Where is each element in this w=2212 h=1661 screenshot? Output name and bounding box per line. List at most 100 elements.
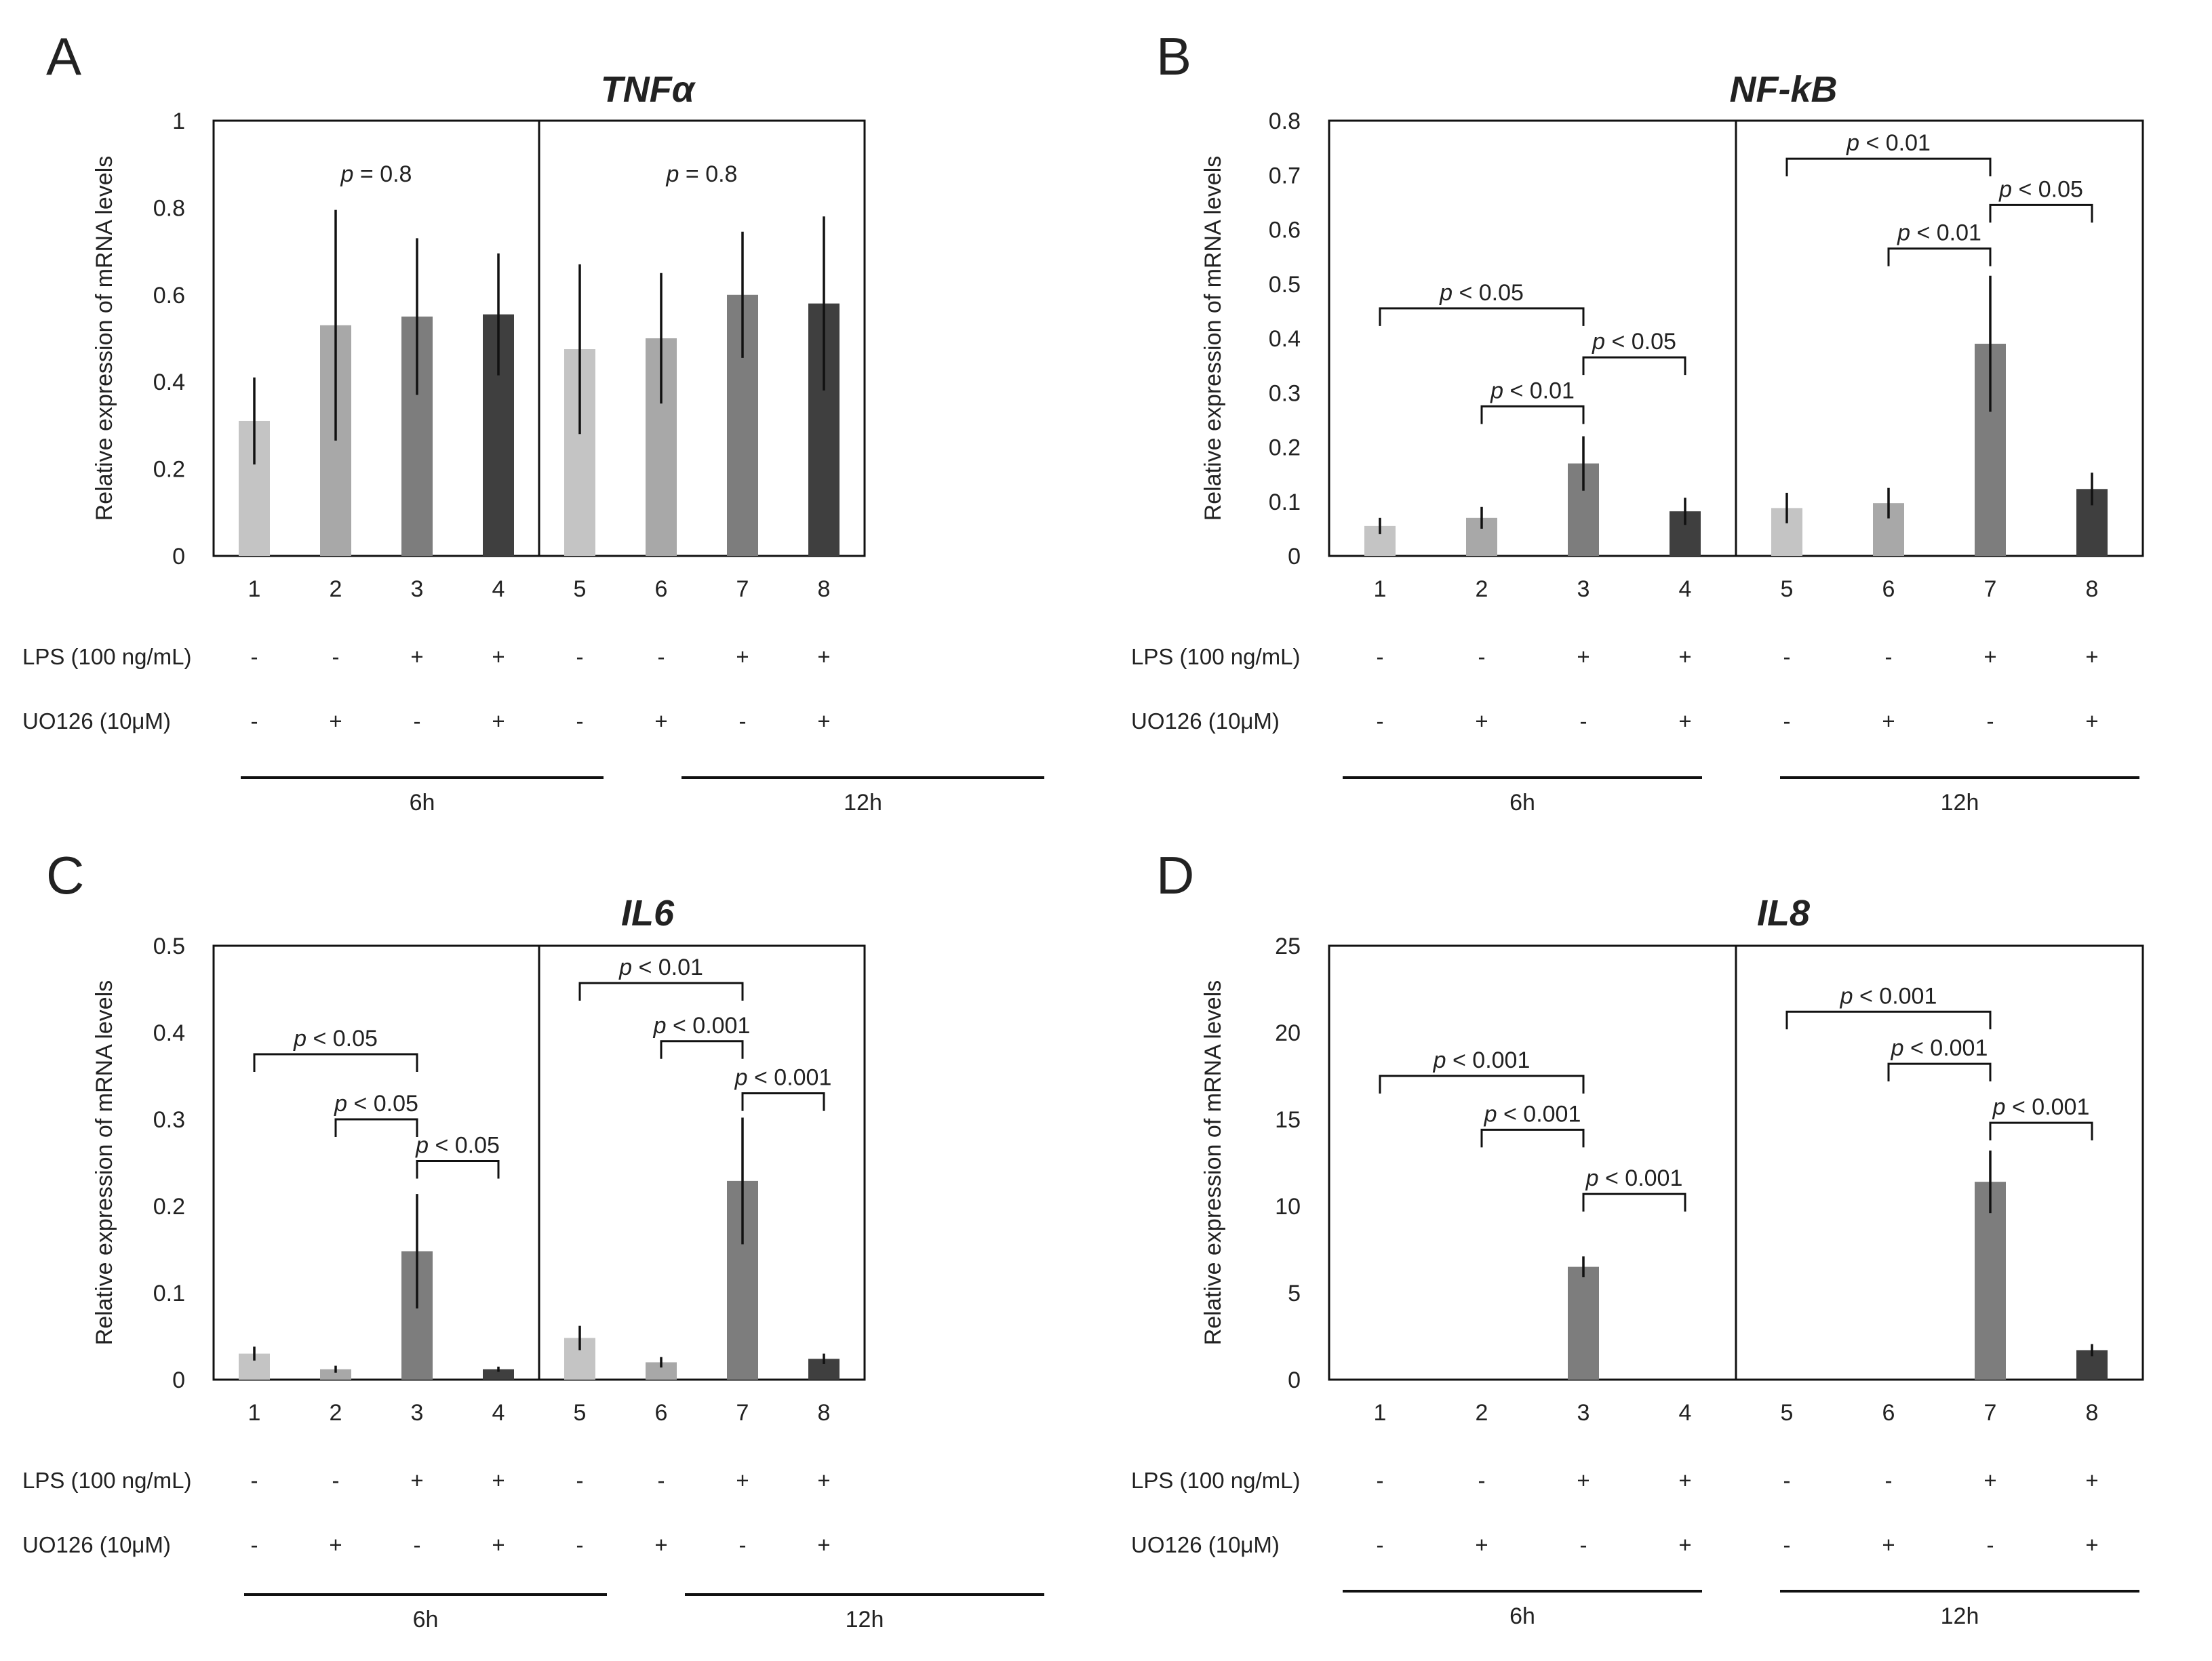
treatment-sign: + <box>2085 708 2098 734</box>
treatment-sign: - <box>332 644 340 669</box>
bracket-p-value: p < 0.001 <box>1484 1101 1581 1127</box>
p-symbol: p <box>1846 130 1859 156</box>
y-axis-label: Relative expression of mRNA levels <box>1200 156 1226 521</box>
p-value-text: < 0.05 <box>429 1132 500 1158</box>
p-value-text: < 0.001 <box>1853 983 1937 1009</box>
y-tick-label: 0.3 <box>1269 380 1301 406</box>
significance-bracket <box>741 1092 825 1111</box>
time-group-label: 6h <box>410 790 435 816</box>
y-axis-label: Relative expression of mRNA levels <box>92 156 117 521</box>
significance-bracket <box>416 1159 500 1179</box>
p-value-text: < 0.01 <box>632 955 703 980</box>
bracket-p-value: p < 0.05 <box>1998 176 2083 202</box>
x-category-label: 4 <box>492 576 505 602</box>
panel-c: C IL6 Relative expression of mRNA levels 0 0… <box>22 845 1044 1633</box>
y-tick-label: 0.4 <box>153 1020 185 1046</box>
treatment-sign: + <box>654 708 667 734</box>
treatment-sign: + <box>410 644 423 669</box>
treatment-sign: - <box>1377 708 1384 734</box>
x-category-label: 8 <box>818 576 831 602</box>
panel-letter: C <box>46 845 84 905</box>
significance-bracket <box>1480 405 1585 424</box>
x-category-label: 5 <box>1781 576 1794 602</box>
treatment-sign: + <box>817 644 830 669</box>
bracket-p-value: p < 0.01 <box>618 955 703 980</box>
p-symbol: p <box>666 161 679 187</box>
significance-bracket <box>1582 1193 1686 1212</box>
treatment-sign: - <box>1987 708 1994 734</box>
bracket-p-value: p < 0.01 <box>1846 130 1931 156</box>
treatment-sign: - <box>1783 1468 1791 1493</box>
significance-bracket <box>1887 247 1992 266</box>
significance-bracket <box>1582 356 1686 376</box>
time-group-label: 12h <box>846 1607 884 1633</box>
x-category-label: 3 <box>411 1400 424 1426</box>
treatment-row-label: UO126 (10μM) <box>1131 1532 1280 1557</box>
treatment-sign: - <box>1783 708 1791 734</box>
p-symbol: p <box>734 1065 748 1091</box>
x-category-label: 6 <box>1882 1400 1895 1426</box>
treatment-sign: + <box>492 1532 505 1557</box>
treatment-sign: - <box>1885 1468 1893 1493</box>
bar-4 <box>483 1369 514 1380</box>
x-category-label: 8 <box>2086 1400 2099 1426</box>
time-group-label: 12h <box>1941 1603 1979 1629</box>
treatment-sign: + <box>410 1468 423 1493</box>
treatment-sign: - <box>576 1532 584 1557</box>
p-value-text: < 0.001 <box>1904 1035 1988 1061</box>
p-value-text: < 0.001 <box>1446 1047 1530 1073</box>
treatment-sign: + <box>736 644 749 669</box>
treatment-sign: + <box>1475 1532 1488 1557</box>
y-tick-label: 0.6 <box>1269 218 1301 243</box>
p-symbol: p <box>1585 1165 1599 1191</box>
treatment-sign: + <box>2085 644 2098 669</box>
treatment-sign: - <box>332 1468 340 1493</box>
p-value-text: < 0.05 <box>347 1091 418 1117</box>
x-category-label: 1 <box>248 576 261 602</box>
treatment-sign: - <box>1580 708 1587 734</box>
treatment-sign: - <box>1987 1532 1994 1557</box>
x-category-label: 7 <box>736 1400 749 1426</box>
y-tick-label: 20 <box>1275 1020 1301 1046</box>
p-symbol: p <box>1484 1101 1497 1127</box>
y-tick-label: 0.2 <box>153 1194 185 1220</box>
treatment-sign: + <box>1577 644 1589 669</box>
treatment-sign: + <box>817 1532 830 1557</box>
treatment-row-label: UO126 (10μM) <box>22 1532 171 1557</box>
time-group-label: 6h <box>1509 790 1535 816</box>
y-tick-label: 5 <box>1288 1281 1301 1306</box>
bracket-p-value: p < 0.001 <box>1992 1094 2090 1120</box>
time-group-label: 6h <box>413 1607 439 1633</box>
treatment-sign: + <box>1678 1468 1691 1493</box>
significance-bracket <box>578 982 744 1001</box>
p-value-text: < 0.05 <box>1605 329 1676 355</box>
treatment-sign: + <box>1475 708 1488 734</box>
treatment-sign: + <box>1577 1468 1589 1493</box>
y-tick-label: 0 <box>1288 1367 1301 1393</box>
y-tick-label: 0.5 <box>1269 272 1301 298</box>
p-value-annotation: p = 0.8 <box>666 161 738 187</box>
panel-a: A TNFα Relative expression of mRNA levels 0… <box>22 26 1044 816</box>
treatment-sign: + <box>1983 644 1996 669</box>
bracket-p-value: p < 0.05 <box>1592 329 1676 355</box>
significance-bracket <box>1989 203 2093 223</box>
treatment-sign: - <box>1783 1532 1791 1557</box>
p-value-text: < 0.001 <box>748 1065 832 1091</box>
x-category-label: 5 <box>574 576 587 602</box>
bracket-p-value: p < 0.001 <box>1433 1047 1530 1073</box>
significance-bracket <box>660 1040 744 1059</box>
p-symbol: p <box>334 1091 347 1117</box>
x-category-label: 2 <box>330 1400 342 1426</box>
x-category-label: 5 <box>1781 1400 1794 1426</box>
treatment-sign: - <box>1377 1468 1384 1493</box>
panel-d: D IL8 Relative expression of mRNA levels 0 5… <box>1131 845 2144 1629</box>
chart-title: IL8 <box>1757 893 1810 934</box>
p-symbol: p <box>653 1013 667 1039</box>
p-symbol: p <box>1992 1094 2006 1120</box>
p-symbol: p <box>1897 220 1910 246</box>
x-category-label: 3 <box>1577 1400 1590 1426</box>
bar-7 <box>1975 1182 2006 1380</box>
treatment-row-label: UO126 (10μM) <box>22 708 171 734</box>
x-category-label: 4 <box>1679 1400 1692 1426</box>
treatment-sign: - <box>1377 1532 1384 1557</box>
